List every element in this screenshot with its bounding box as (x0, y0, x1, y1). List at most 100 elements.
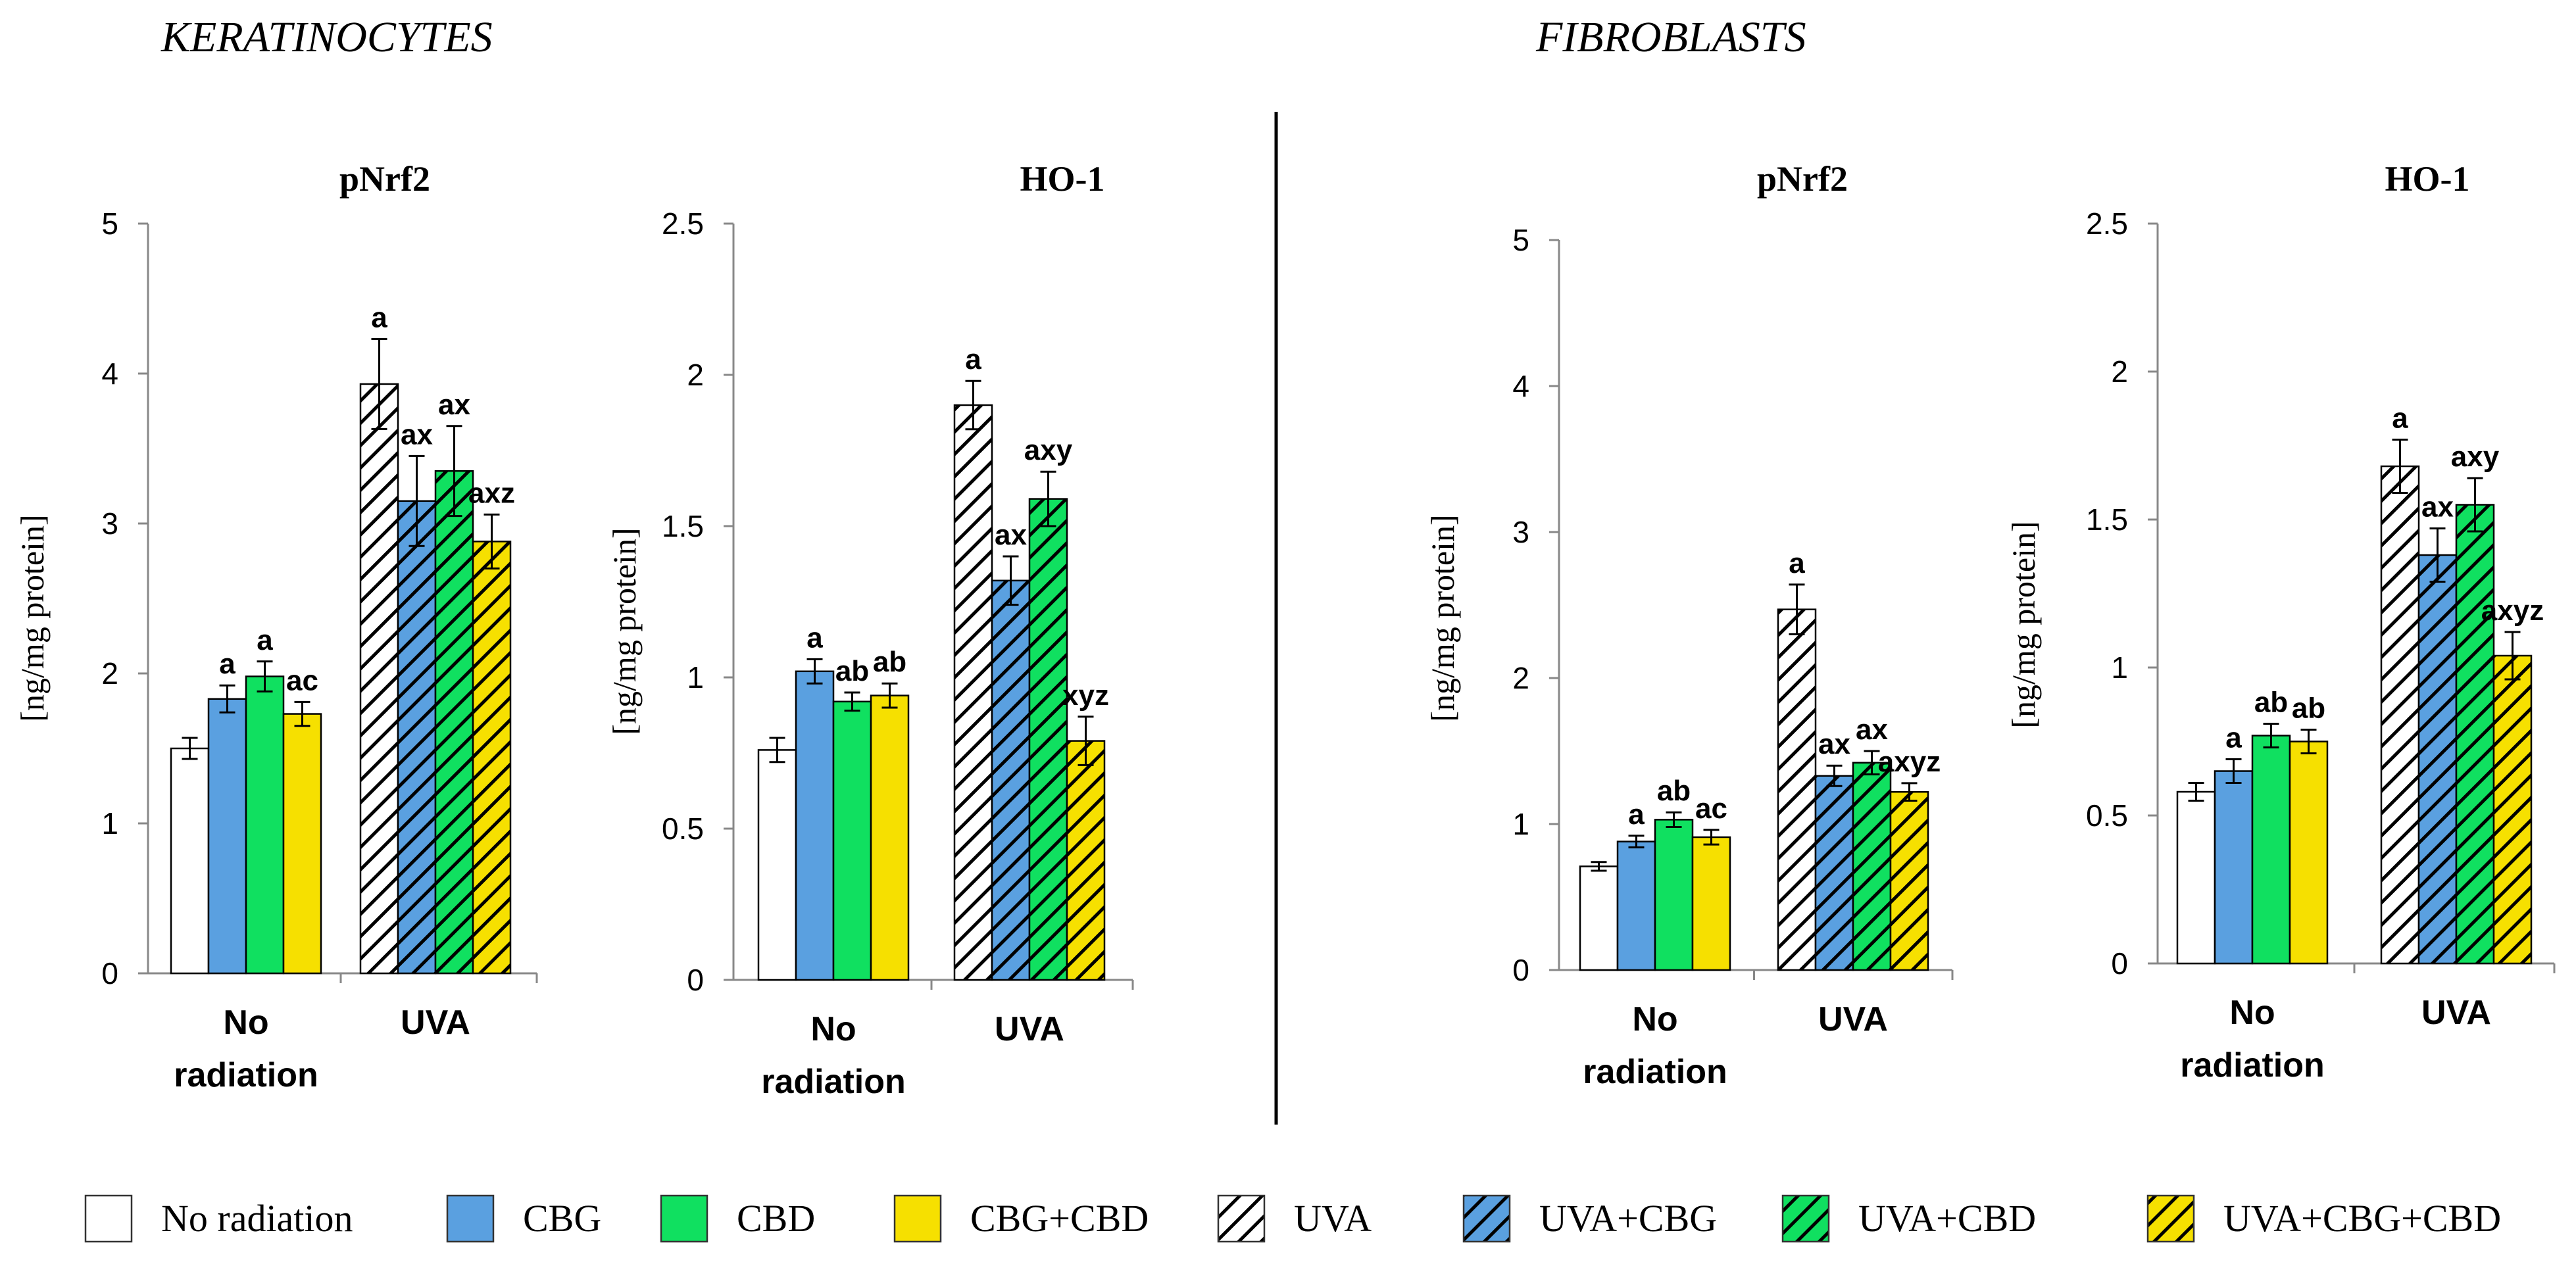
legend-item: CBG (446, 1194, 601, 1243)
bar (757, 749, 797, 981)
significance-label: ab (2254, 687, 2288, 719)
x-category-label: No (810, 1010, 856, 1048)
legend: No radiation CBG CBD CBG+CBD UVA UVA+CBG UVA+C… (84, 1194, 2501, 1243)
y-tick-label: 2 (687, 358, 704, 392)
chart-1: HO-1 [ng/mg protein] 0 0.5 1 1.5 2 2.5 No radiati… (606, 159, 1134, 1101)
y-tick-label: 4 (1512, 369, 1529, 403)
bar (1777, 608, 1817, 971)
bar (207, 698, 247, 975)
legend-item: UVA+CBG+CBD (2146, 1194, 2501, 1243)
legend-swatch (446, 1194, 495, 1243)
y-tick-label: 3 (101, 506, 118, 541)
y-tick-label: 1 (687, 660, 704, 694)
significance-label: a (257, 624, 273, 656)
chart-3: HO-1 [ng/mg protein] 0 0.5 1 1.5 2 2.5 No radiati… (2005, 159, 2556, 1084)
y-tick-label: 2.5 (2086, 207, 2128, 241)
significance-label: a (1628, 798, 1645, 831)
x-category-label: No (1632, 1000, 1677, 1038)
legend-swatch (1217, 1194, 1266, 1243)
legend-label: UVA+CBG (1539, 1197, 1717, 1240)
bar (2251, 735, 2291, 965)
x-category-label: radiation (2180, 1046, 2325, 1084)
bar (991, 579, 1031, 981)
legend-swatch (660, 1194, 708, 1243)
legend-swatch (893, 1194, 942, 1243)
significance-label: axyz (2481, 595, 2544, 627)
bar (1814, 775, 1854, 971)
bar (359, 383, 399, 975)
y-tick-label: 2 (2111, 354, 2128, 389)
legend-label: CBD (737, 1197, 815, 1240)
bar (170, 747, 210, 975)
bar (1691, 836, 1731, 971)
y-tick-label: 1 (1512, 807, 1529, 841)
fibroblasts-title: FIBROBLASTS (1535, 13, 1806, 61)
y-axis-label: [ng/mg protein] (2005, 521, 2042, 728)
legend-item: CBD (660, 1194, 815, 1243)
bar (795, 670, 835, 981)
significance-label: ab (1657, 775, 1691, 807)
y-tick-label: 0.5 (2086, 798, 2128, 833)
significance-label: axyz (1878, 746, 1941, 778)
y-tick-label: 0 (687, 963, 704, 997)
y-tick-label: 4 (101, 356, 118, 391)
bar (2380, 465, 2420, 965)
chart-0: pNrf2[ng/mg protein]012345Noradiationaaa… (14, 159, 538, 1094)
bar (2417, 554, 2458, 965)
bar (472, 541, 512, 975)
significance-label: ax (995, 519, 1027, 551)
y-tick-label: 5 (101, 207, 118, 241)
y-tick-label: 2 (101, 656, 118, 691)
bar (1889, 790, 1929, 971)
charts: pNrf2[ng/mg protein]012345Noradiationaaa… (14, 159, 2556, 1101)
significance-label: ax (401, 418, 433, 450)
x-category-label: No (223, 1004, 268, 1042)
y-tick-label: 1 (2111, 650, 2128, 685)
significance-label: a (2392, 402, 2408, 435)
x-category-label: UVA (1818, 1000, 1888, 1038)
x-category-label: radiation (174, 1056, 318, 1094)
y-tick-label: 5 (1512, 223, 1529, 257)
y-tick-label: 0.5 (662, 812, 704, 846)
legend-item: UVA+CBD (1781, 1194, 2036, 1243)
bar (832, 700, 872, 981)
significance-label: axz (468, 477, 515, 509)
y-tick-label: 2 (1512, 661, 1529, 695)
bar (1579, 865, 1619, 971)
bar (2455, 504, 2495, 965)
bar (397, 500, 437, 975)
significance-label: ax (1818, 728, 1850, 760)
legend-label: CBG+CBD (970, 1197, 1149, 1240)
legend-item: UVA (1217, 1194, 1372, 1243)
bar (245, 675, 285, 975)
y-tick-label: 3 (1512, 515, 1529, 549)
x-category-label: UVA (401, 1004, 470, 1042)
legend-item: UVA+CBG (1462, 1194, 1717, 1243)
legend-label: UVA (1294, 1197, 1372, 1240)
legend-label: UVA+CBD (1858, 1197, 2036, 1240)
legend-item: CBG+CBD (893, 1194, 1149, 1243)
x-category-label: radiation (761, 1063, 906, 1101)
y-tick-label: 0 (101, 956, 118, 990)
bar (1066, 740, 1106, 981)
legend-item: No radiation (84, 1194, 353, 1243)
chart-title: HO-1 (2385, 159, 2470, 199)
bar (282, 713, 322, 975)
significance-label: axy (1024, 434, 1073, 466)
y-tick-label: 1.5 (662, 509, 704, 543)
chart-title: HO-1 (1020, 159, 1105, 199)
x-category-label: radiation (1583, 1053, 1727, 1091)
significance-label: ab (873, 646, 906, 678)
keratinocytes-title: KERATINOCYTES (161, 13, 493, 61)
bar (1654, 819, 1694, 971)
legend-swatch (84, 1194, 133, 1243)
significance-label: ax (1856, 714, 1888, 746)
x-category-label: UVA (2421, 994, 2491, 1032)
y-axis-label: [ng/mg protein] (1424, 514, 1461, 721)
y-tick-label: 2.5 (662, 207, 704, 241)
y-axis-label: [ng/mg protein] (14, 514, 51, 721)
x-category-label: No (2229, 994, 2275, 1032)
bar (1852, 762, 1892, 971)
significance-label: xyz (1062, 679, 1109, 712)
significance-label: ac (286, 664, 318, 696)
